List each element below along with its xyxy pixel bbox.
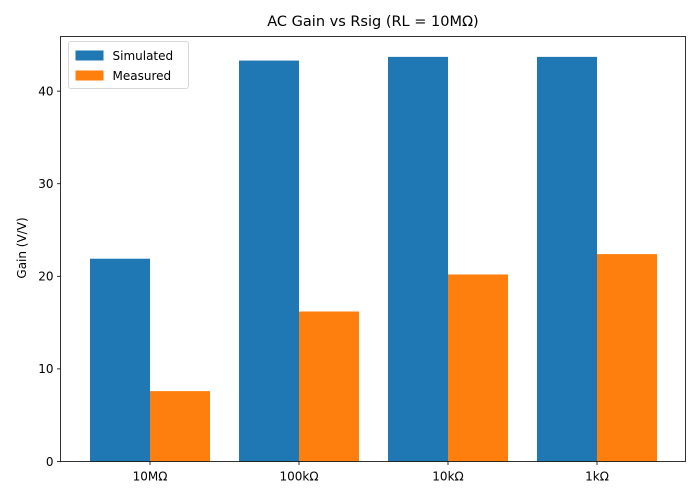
bar-measured-1 [299, 311, 359, 462]
bar-simulated-0 [90, 258, 150, 462]
bar-measured-2 [448, 274, 508, 462]
y-tick-label: 0 [46, 455, 54, 469]
x-ticks-group: 10MΩ 100kΩ 10kΩ 1kΩ [133, 461, 609, 484]
y-axis-label: Gain (V/V) [15, 217, 29, 278]
x-tick-label: 10MΩ [133, 470, 168, 484]
legend-swatch-simulated [75, 50, 104, 61]
bar-simulated-2 [388, 56, 448, 462]
y-tick-label: 10 [38, 362, 53, 376]
bar-measured-3 [597, 254, 657, 462]
x-tick-label: 10kΩ [432, 470, 463, 484]
bars-group [90, 56, 657, 462]
y-tick-label: 20 [38, 270, 53, 284]
legend-label-simulated: Simulated [113, 49, 174, 63]
bar-measured-0 [150, 391, 210, 462]
legend-swatch-measured [75, 70, 104, 81]
bar-simulated-1 [239, 60, 299, 462]
plot-frame [60, 36, 686, 462]
bar-simulated-3 [537, 56, 597, 462]
legend-label-measured: Measured [113, 69, 172, 83]
chart-title: AC Gain vs Rsig (RL = 10MΩ) [267, 14, 478, 30]
y-ticks-group: 0 10 20 30 40 [38, 84, 61, 469]
x-tick-label: 1kΩ [585, 470, 609, 484]
x-tick-label: 100kΩ [279, 470, 318, 484]
legend: Simulated Measured [68, 41, 189, 89]
y-tick-label: 30 [38, 177, 53, 191]
y-tick-label: 40 [38, 84, 53, 98]
